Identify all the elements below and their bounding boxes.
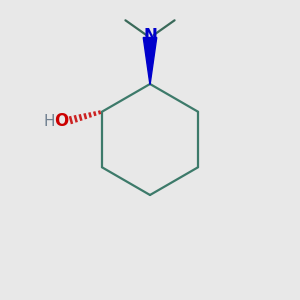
Text: N: N [143,27,157,45]
Text: H: H [44,114,56,129]
Polygon shape [143,38,157,84]
Text: O: O [54,112,68,130]
